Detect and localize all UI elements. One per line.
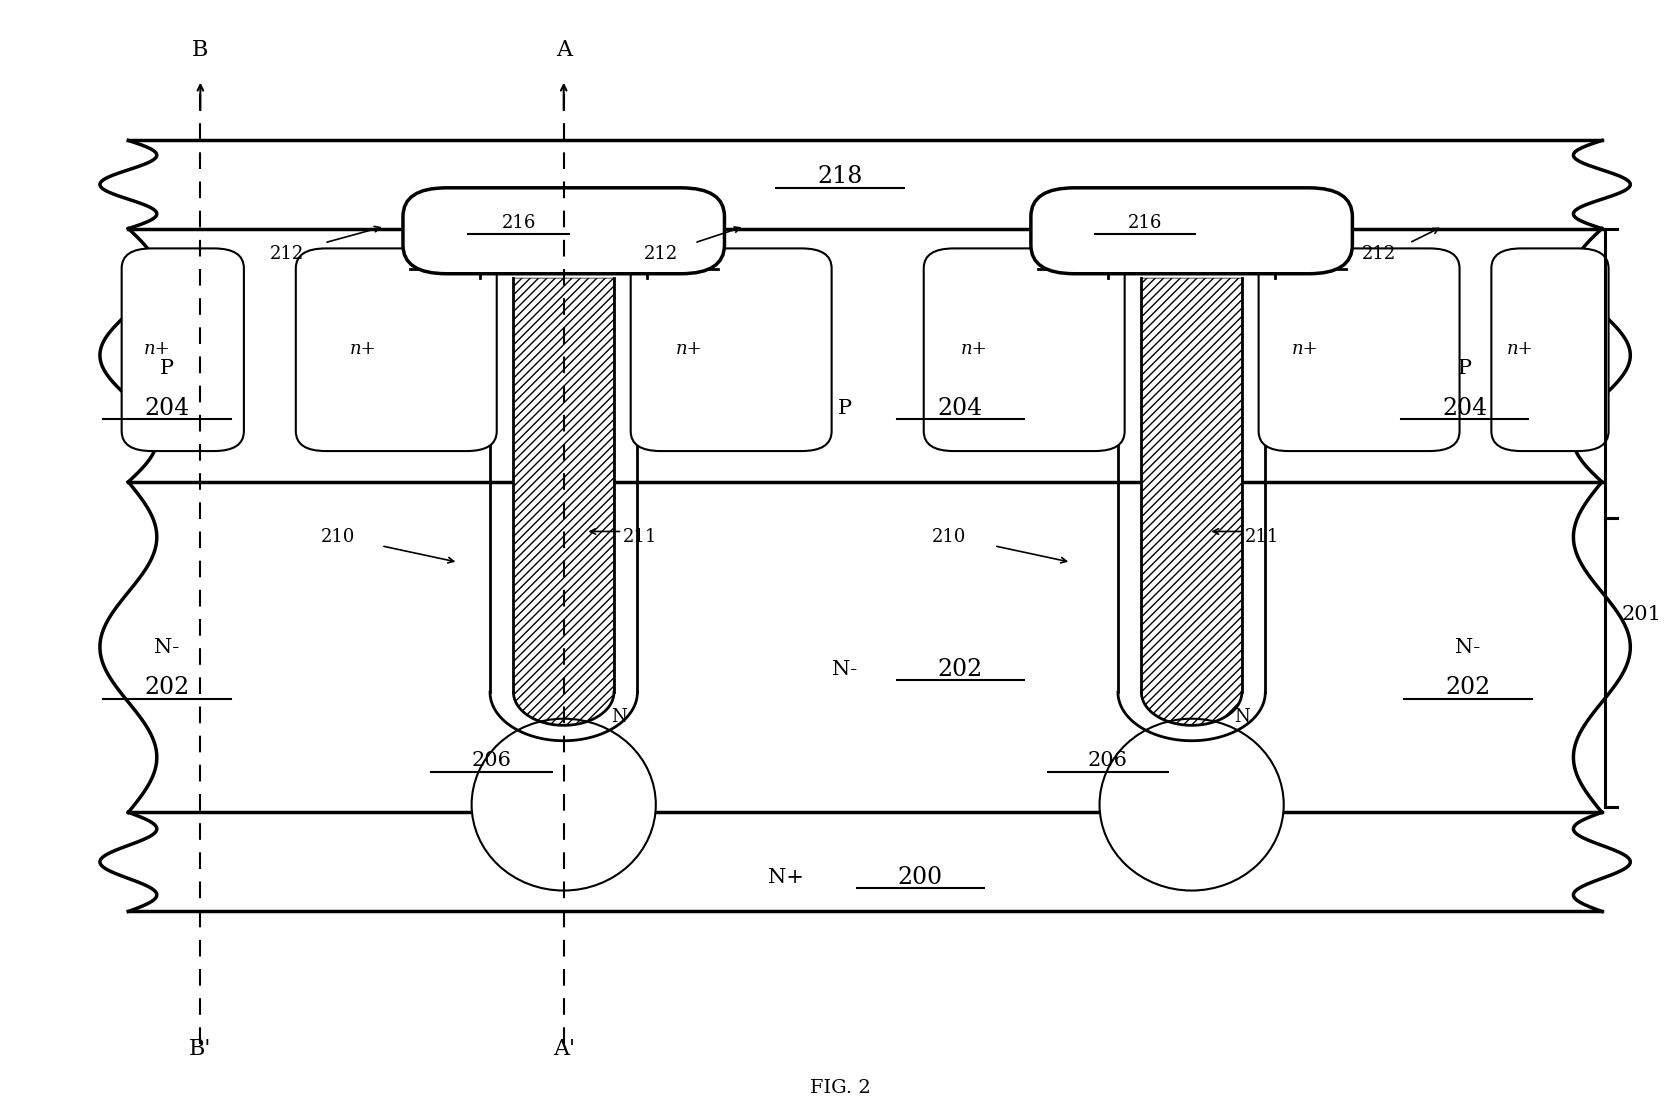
Text: 202: 202 — [1445, 676, 1490, 700]
Text: N: N — [612, 707, 627, 725]
Ellipse shape — [1099, 718, 1284, 890]
Polygon shape — [128, 141, 1601, 228]
Text: 212: 212 — [1362, 245, 1396, 262]
Ellipse shape — [472, 718, 655, 890]
Text: 201: 201 — [1621, 604, 1662, 623]
Text: 202: 202 — [937, 658, 983, 681]
Text: n+: n+ — [143, 340, 170, 358]
FancyBboxPatch shape — [630, 248, 832, 451]
Text: FIG. 2: FIG. 2 — [810, 1078, 870, 1097]
Text: 206: 206 — [472, 751, 512, 770]
Polygon shape — [128, 813, 1601, 911]
Text: 216: 216 — [1127, 214, 1163, 232]
FancyBboxPatch shape — [1032, 188, 1352, 273]
Polygon shape — [1141, 278, 1242, 725]
Text: 212: 212 — [270, 245, 304, 262]
Polygon shape — [128, 482, 1601, 813]
Polygon shape — [1117, 278, 1265, 741]
Text: N+: N+ — [768, 868, 805, 887]
Text: 204: 204 — [144, 396, 190, 420]
Text: N-: N- — [832, 660, 858, 679]
Text: A': A' — [553, 1038, 575, 1061]
Text: B: B — [192, 39, 208, 61]
Text: 212: 212 — [643, 245, 679, 262]
FancyBboxPatch shape — [1492, 248, 1608, 451]
FancyBboxPatch shape — [403, 188, 724, 273]
FancyBboxPatch shape — [296, 248, 497, 451]
Text: N-: N- — [1455, 638, 1480, 656]
Text: 204: 204 — [1441, 396, 1487, 420]
Text: 211: 211 — [622, 528, 657, 546]
Text: P: P — [1458, 359, 1472, 377]
Text: n+: n+ — [675, 340, 702, 358]
Text: A: A — [556, 39, 571, 61]
Polygon shape — [128, 228, 1601, 482]
Text: 211: 211 — [1245, 528, 1280, 546]
Text: N-: N- — [155, 638, 180, 656]
FancyBboxPatch shape — [1258, 248, 1460, 451]
Text: P: P — [838, 399, 852, 417]
Text: 204: 204 — [937, 396, 983, 420]
Text: n+: n+ — [1507, 340, 1534, 358]
Text: N: N — [1235, 707, 1250, 725]
Text: 210: 210 — [321, 528, 354, 546]
Text: 218: 218 — [816, 165, 864, 188]
Text: 206: 206 — [1089, 751, 1127, 770]
Text: n+: n+ — [961, 340, 988, 358]
Text: 200: 200 — [897, 866, 942, 889]
Polygon shape — [491, 278, 637, 741]
Polygon shape — [514, 278, 613, 725]
Text: 216: 216 — [501, 214, 536, 232]
Text: n+: n+ — [1292, 340, 1319, 358]
Text: B': B' — [190, 1038, 212, 1061]
Text: 202: 202 — [144, 676, 190, 700]
FancyBboxPatch shape — [924, 248, 1124, 451]
Text: 210: 210 — [932, 528, 966, 546]
Text: P: P — [160, 359, 173, 377]
Text: n+: n+ — [349, 340, 376, 358]
FancyBboxPatch shape — [121, 248, 244, 451]
